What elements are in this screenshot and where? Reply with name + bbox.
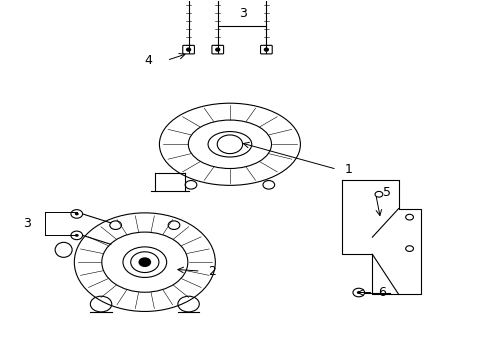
Text: 2: 2 <box>207 265 216 278</box>
Circle shape <box>75 234 79 237</box>
Text: 1: 1 <box>344 163 351 176</box>
Text: 3: 3 <box>239 8 246 21</box>
Circle shape <box>186 48 190 51</box>
Circle shape <box>139 258 150 266</box>
Circle shape <box>264 48 268 51</box>
Text: 6: 6 <box>377 286 386 299</box>
Circle shape <box>356 291 360 294</box>
Text: 3: 3 <box>22 217 30 230</box>
Text: 4: 4 <box>144 54 152 67</box>
Text: 5: 5 <box>382 186 390 199</box>
Circle shape <box>75 212 79 215</box>
Circle shape <box>215 48 219 51</box>
